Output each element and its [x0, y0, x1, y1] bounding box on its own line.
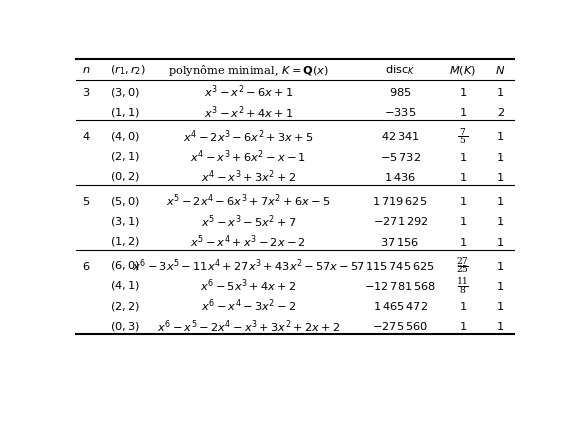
- Text: $N$: $N$: [495, 64, 506, 76]
- Text: $x^3 - x^2 - 6x + 1$: $x^3 - x^2 - 6x + 1$: [203, 84, 293, 100]
- Text: polynôme minimal, $K = \mathbf{Q}(x)$: polynôme minimal, $K = \mathbf{Q}(x)$: [168, 63, 329, 78]
- Text: $1$: $1$: [458, 195, 467, 207]
- Text: $115\,745\,625$: $115\,745\,625$: [365, 260, 435, 272]
- Text: $3$: $3$: [82, 86, 90, 98]
- Text: $(0, 2)$: $(0, 2)$: [110, 170, 140, 184]
- Text: $(0, 3)$: $(0, 3)$: [110, 320, 140, 333]
- Text: $1\,436$: $1\,436$: [384, 171, 416, 183]
- Text: $-271\,292$: $-271\,292$: [373, 215, 427, 227]
- Text: $1$: $1$: [497, 131, 505, 142]
- Text: $(2, 1)$: $(2, 1)$: [110, 150, 140, 163]
- Text: $(2, 2)$: $(2, 2)$: [110, 300, 140, 312]
- Text: $1$: $1$: [497, 260, 505, 272]
- Text: $1$: $1$: [458, 236, 467, 248]
- Text: $1$: $1$: [497, 86, 505, 98]
- Text: 11: 11: [457, 277, 468, 286]
- Text: $(3, 0)$: $(3, 0)$: [110, 86, 140, 98]
- Text: $1$: $1$: [497, 300, 505, 312]
- Text: $42\,341$: $42\,341$: [381, 131, 419, 142]
- Text: $(1, 2)$: $(1, 2)$: [110, 235, 140, 248]
- Text: $1\,465\,472$: $1\,465\,472$: [373, 300, 427, 312]
- Text: $(1, 1)$: $(1, 1)$: [110, 106, 140, 119]
- Text: 5: 5: [460, 136, 465, 145]
- Text: $37\,156$: $37\,156$: [381, 236, 420, 248]
- Text: 27: 27: [457, 257, 468, 266]
- Text: $x^6 - 5x^3 + 4x + 2$: $x^6 - 5x^3 + 4x + 2$: [200, 278, 297, 294]
- Text: $(4, 1)$: $(4, 1)$: [110, 279, 140, 293]
- Text: $1$: $1$: [497, 215, 505, 227]
- Text: $5$: $5$: [82, 195, 90, 207]
- Text: $\mathrm{disc}_K$: $\mathrm{disc}_K$: [385, 64, 415, 77]
- Text: $x^5 - 2x^4 - 6x^3 + 7x^2 + 6x - 5$: $x^5 - 2x^4 - 6x^3 + 7x^2 + 6x - 5$: [166, 193, 331, 209]
- Text: $1$: $1$: [458, 215, 467, 227]
- Text: $1$: $1$: [497, 321, 505, 332]
- Text: $1$: $1$: [458, 86, 467, 98]
- Text: $1$: $1$: [458, 300, 467, 312]
- Text: $M(K)$: $M(K)$: [449, 64, 476, 77]
- Text: $6$: $6$: [82, 260, 90, 272]
- Text: $x^6 - x^4 - 3x^2 - 2$: $x^6 - x^4 - 3x^2 - 2$: [200, 298, 296, 315]
- Text: $2$: $2$: [497, 106, 505, 118]
- Text: $1$: $1$: [497, 280, 505, 292]
- Text: $(3, 1)$: $(3, 1)$: [110, 215, 140, 228]
- Text: 7: 7: [460, 128, 465, 137]
- Text: $(r_1, r_2)$: $(r_1, r_2)$: [110, 64, 146, 77]
- Text: $1$: $1$: [458, 171, 467, 183]
- Text: $(5, 0)$: $(5, 0)$: [110, 195, 140, 208]
- Text: $1\,719\,625$: $1\,719\,625$: [373, 195, 428, 207]
- Text: $(6, 0)$: $(6, 0)$: [110, 259, 140, 272]
- Text: $1$: $1$: [458, 321, 467, 332]
- Text: $x^5 - x^3 - 5x^2 + 7$: $x^5 - x^3 - 5x^2 + 7$: [200, 213, 296, 230]
- Text: $x^4 - x^3 + 6x^2 - x - 1$: $x^4 - x^3 + 6x^2 - x - 1$: [190, 148, 306, 165]
- Text: $-275\,560$: $-275\,560$: [372, 321, 428, 332]
- Text: $n$: $n$: [82, 65, 90, 75]
- Text: $1$: $1$: [497, 236, 505, 248]
- Text: $1$: $1$: [497, 171, 505, 183]
- Text: $1$: $1$: [497, 151, 505, 163]
- Text: $-12\,781\,568$: $-12\,781\,568$: [364, 280, 436, 292]
- Text: 25: 25: [457, 265, 468, 274]
- Text: $x^4 - x^3 + 3x^2 + 2$: $x^4 - x^3 + 3x^2 + 2$: [200, 169, 296, 185]
- Text: $x^6 - 3x^5 - 11x^4 + 27x^3 + 43x^2 - 57x - 57$: $x^6 - 3x^5 - 11x^4 + 27x^3 + 43x^2 - 57…: [132, 257, 365, 274]
- Text: $x^4 - 2x^3 - 6x^2 + 3x + 5$: $x^4 - 2x^3 - 6x^2 + 3x + 5$: [183, 128, 313, 145]
- Text: $-335$: $-335$: [384, 106, 416, 118]
- Text: 8: 8: [460, 286, 465, 295]
- Text: $x^3 - x^2 + 4x + 1$: $x^3 - x^2 + 4x + 1$: [203, 104, 293, 120]
- Text: $1$: $1$: [458, 106, 467, 118]
- Text: $1$: $1$: [458, 151, 467, 163]
- Text: $1$: $1$: [497, 195, 505, 207]
- Text: $x^6 - x^5 - 2x^4 - x^3 + 3x^2 + 2x + 2$: $x^6 - x^5 - 2x^4 - x^3 + 3x^2 + 2x + 2$: [157, 318, 340, 335]
- Text: $x^5 - x^4 + x^3 - 2x - 2$: $x^5 - x^4 + x^3 - 2x - 2$: [191, 233, 306, 250]
- Text: $-5\,732$: $-5\,732$: [380, 151, 420, 163]
- Text: $(4, 0)$: $(4, 0)$: [110, 130, 140, 143]
- Text: $985$: $985$: [389, 86, 411, 98]
- Text: $4$: $4$: [82, 131, 90, 142]
